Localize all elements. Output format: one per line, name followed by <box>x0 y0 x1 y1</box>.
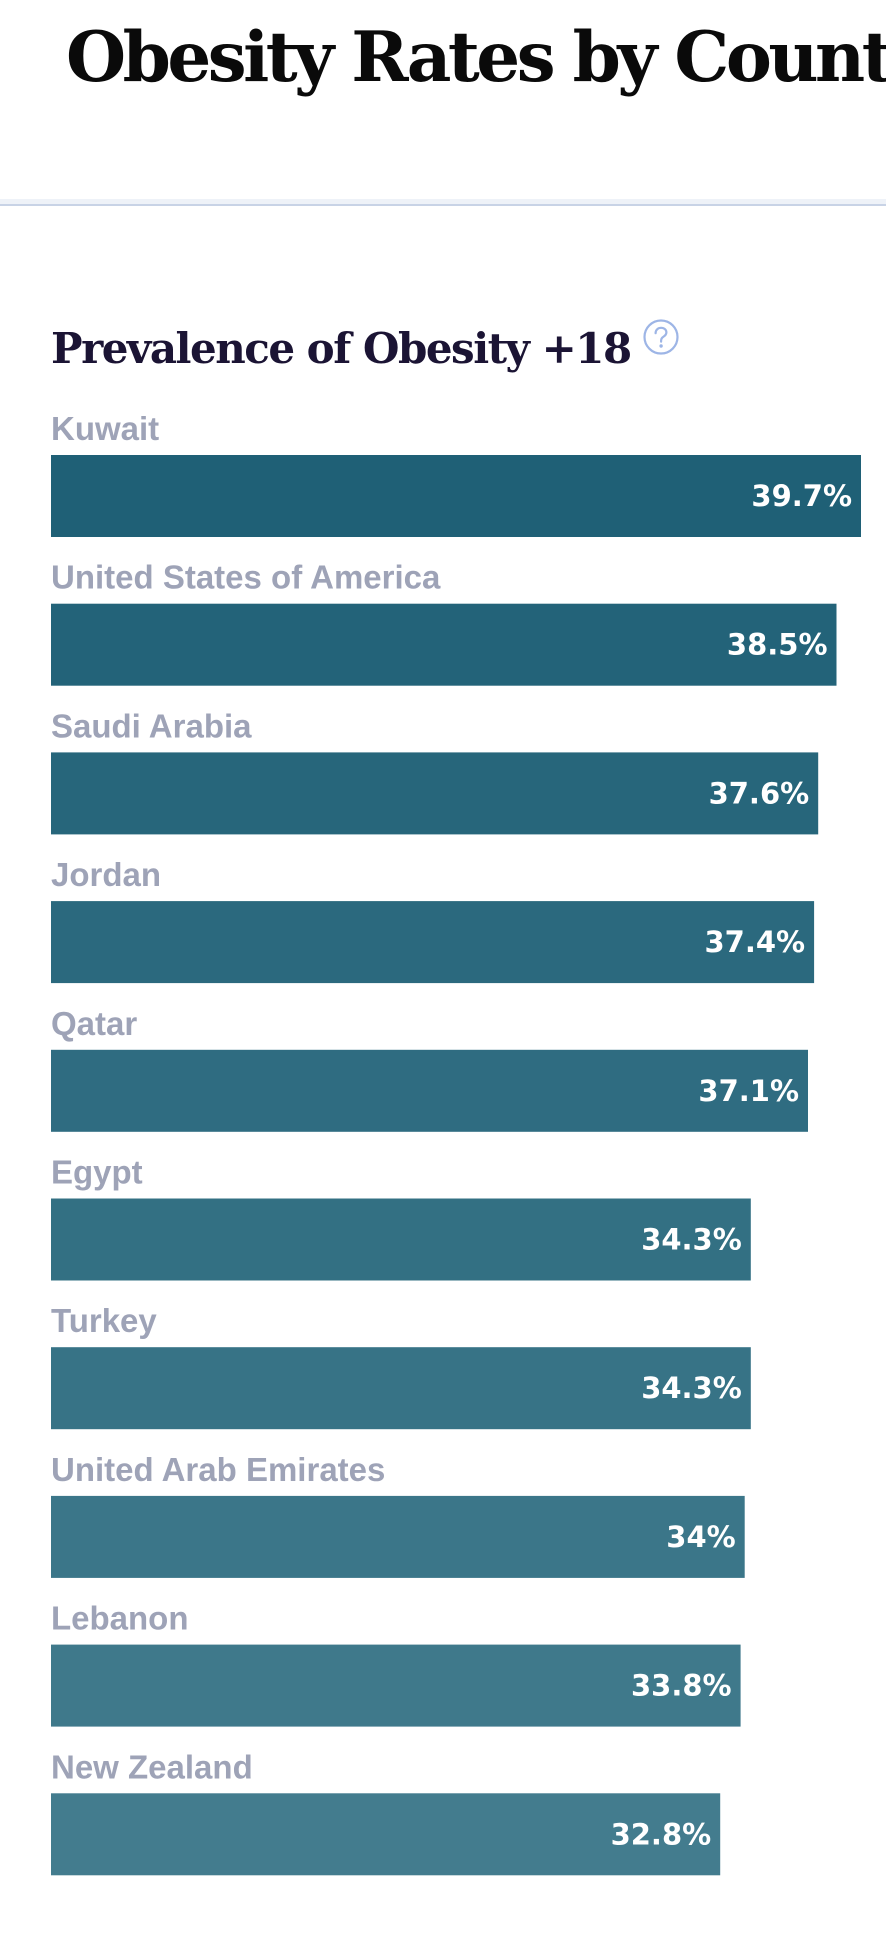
value-label: 32.8% <box>611 1817 712 1851</box>
value-label: 37.6% <box>709 776 810 810</box>
bar-row: Egypt 34.3% <box>51 1154 751 1281</box>
bar[interactable] <box>51 901 815 984</box>
bar-row: Kuwait 39.7% <box>51 410 861 537</box>
bar[interactable] <box>51 1793 721 1876</box>
category-label: Saudi Arabia <box>51 707 252 744</box>
value-label: 34.3% <box>641 1371 742 1405</box>
bar[interactable] <box>51 1347 751 1430</box>
value-label: 37.1% <box>698 1074 799 1108</box>
category-label: New Zealand <box>51 1748 253 1785</box>
category-label: Qatar <box>51 1005 137 1042</box>
bar-row: Lebanon 33.8% <box>51 1600 741 1727</box>
category-label: Jordan <box>51 856 161 893</box>
category-label: Lebanon <box>51 1600 189 1637</box>
bar-row: United States of America 38.5% <box>51 559 837 686</box>
bar-row: United Arab Emirates 34% <box>51 1451 745 1578</box>
bar[interactable] <box>51 1644 741 1727</box>
category-label: United Arab Emirates <box>51 1451 385 1488</box>
value-label: 38.5% <box>727 628 828 662</box>
value-label: 34.3% <box>641 1223 742 1257</box>
category-label: Egypt <box>51 1154 143 1191</box>
category-label: United States of America <box>51 559 441 596</box>
value-label: 33.8% <box>631 1669 732 1703</box>
bar[interactable] <box>51 1049 808 1132</box>
bar-row: New Zealand 32.8% <box>51 1748 721 1876</box>
bar-row: Qatar 37.1% <box>51 1005 808 1132</box>
value-label: 37.4% <box>704 925 805 959</box>
bar-row: Jordan 37.4% <box>51 856 815 984</box>
chart-heading: Prevalence of Obesity +18 <box>51 316 680 380</box>
chart-title: Prevalence of Obesity +18 <box>51 323 632 373</box>
bar[interactable] <box>51 455 861 537</box>
value-label: 39.7% <box>751 479 852 513</box>
question-circle-icon[interactable] <box>642 318 680 356</box>
bar-row: Saudi Arabia 37.6% <box>51 707 819 835</box>
bar[interactable] <box>51 603 837 686</box>
header-divider <box>0 199 886 209</box>
category-label: Turkey <box>51 1302 157 1339</box>
bar[interactable] <box>51 1198 751 1281</box>
value-label: 34% <box>666 1520 735 1554</box>
category-label: Kuwait <box>51 410 159 447</box>
bar[interactable] <box>51 1495 745 1578</box>
bar-row: Turkey 34.3% <box>51 1302 751 1430</box>
page-title: Obesity Rates by Country <box>66 17 886 98</box>
bar[interactable] <box>51 752 819 835</box>
